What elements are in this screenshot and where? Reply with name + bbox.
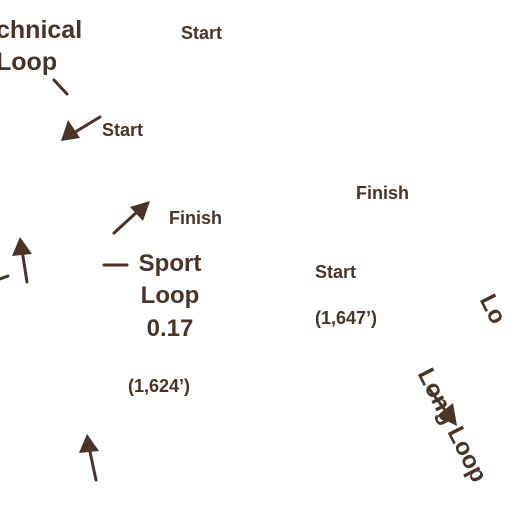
start-label-upper-left: Start	[102, 120, 144, 140]
technical-loop-label-line1: chnical	[0, 16, 83, 44]
finish-label-right: Finish	[356, 183, 409, 203]
arrow-icon	[79, 434, 99, 482]
sport-loop-elevation: (1,624’)	[128, 376, 191, 396]
arrow-icon	[428, 388, 457, 426]
arrow-icon	[112, 201, 150, 235]
leader-line	[52, 78, 69, 96]
sport-loop-label-line2: Loop	[140, 282, 200, 309]
technical-loop-label-line2: Loop	[0, 48, 58, 76]
sport-loop-label-line1: Sport	[138, 250, 202, 277]
elevation-label-right: (1,647’)	[315, 308, 378, 328]
arrow-icon	[0, 237, 32, 284]
start-label-right: Start	[315, 262, 357, 282]
finish-label-left: Finish	[169, 208, 222, 228]
arrow-icon	[61, 115, 102, 141]
start-label-top: Start	[181, 23, 223, 43]
sport-loop-distance: 0.17	[146, 315, 194, 342]
